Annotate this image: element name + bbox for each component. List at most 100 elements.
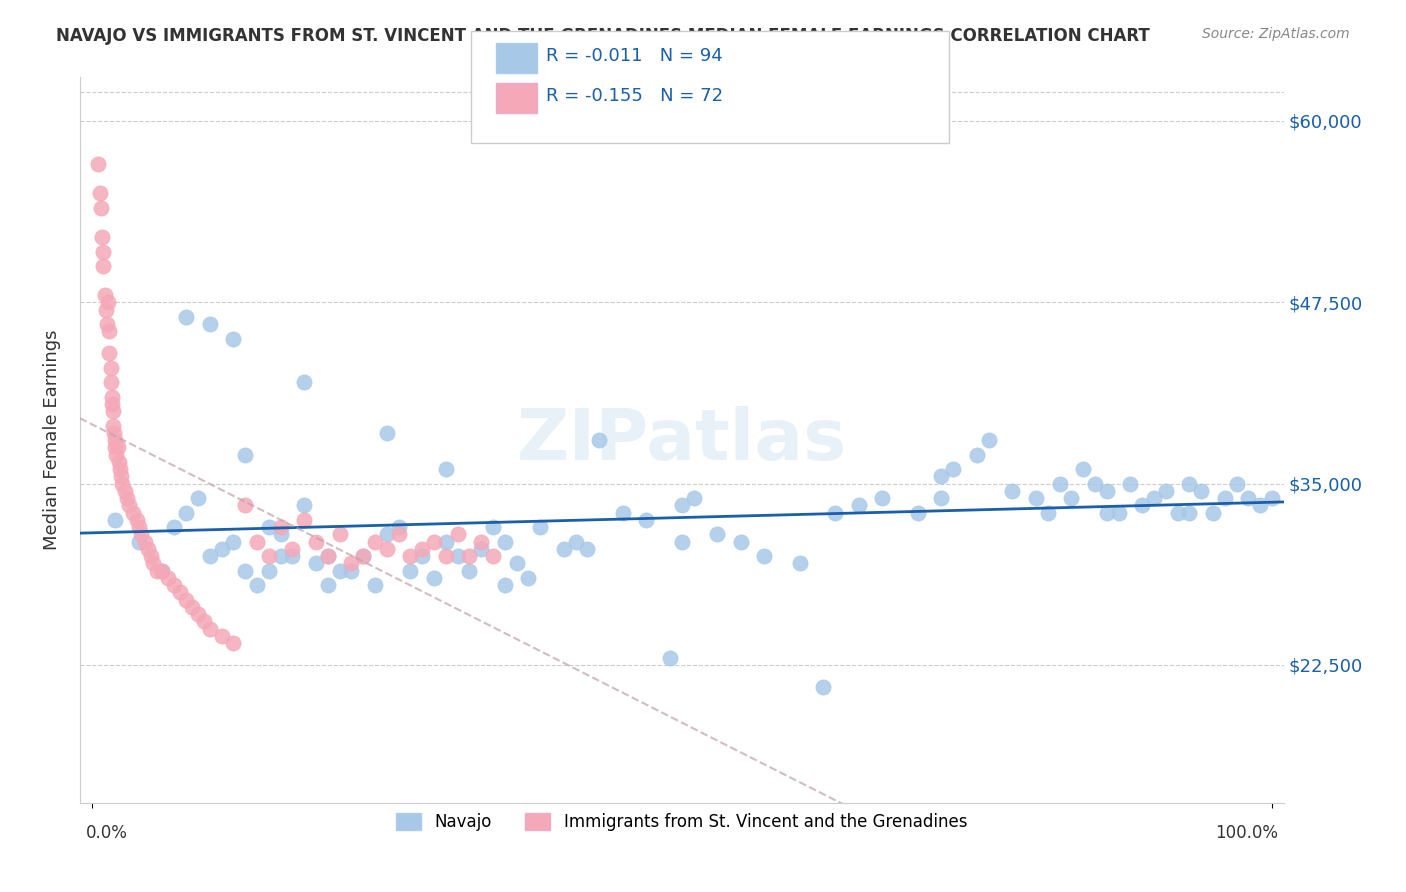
Point xyxy=(246,534,269,549)
Point xyxy=(364,534,387,549)
Point xyxy=(517,571,540,585)
Point xyxy=(1130,499,1153,513)
Point xyxy=(352,549,374,563)
Point xyxy=(93,288,115,302)
Point xyxy=(169,585,191,599)
Point xyxy=(101,404,124,418)
Point xyxy=(730,534,752,549)
Point xyxy=(193,615,215,629)
Point xyxy=(152,564,174,578)
Point xyxy=(305,534,328,549)
Point xyxy=(1261,491,1284,505)
Point xyxy=(108,462,131,476)
Point xyxy=(340,564,363,578)
Point xyxy=(1049,476,1071,491)
Point xyxy=(375,541,398,556)
Point xyxy=(848,499,870,513)
Point xyxy=(128,534,150,549)
Point xyxy=(96,317,118,331)
Point xyxy=(328,527,350,541)
Point xyxy=(105,448,128,462)
Point xyxy=(134,534,156,549)
Point xyxy=(103,425,125,440)
Point xyxy=(211,629,233,643)
Point xyxy=(470,534,492,549)
Point xyxy=(246,578,269,592)
Point xyxy=(89,186,111,201)
Point xyxy=(423,571,446,585)
Point xyxy=(754,549,776,563)
Point xyxy=(110,469,132,483)
Point xyxy=(1036,506,1059,520)
Point xyxy=(1095,506,1118,520)
Point xyxy=(187,491,209,505)
Point xyxy=(1154,483,1177,498)
Legend: Navajo, Immigrants from St. Vincent and the Grenadines: Navajo, Immigrants from St. Vincent and … xyxy=(389,806,974,838)
Point xyxy=(211,541,233,556)
Point xyxy=(340,557,363,571)
Point xyxy=(470,541,492,556)
Point xyxy=(152,564,174,578)
Point xyxy=(977,433,1000,447)
Point xyxy=(163,520,186,534)
Point xyxy=(564,534,586,549)
Point xyxy=(98,346,121,360)
Point xyxy=(966,448,988,462)
Point xyxy=(163,578,186,592)
Text: 100.0%: 100.0% xyxy=(1215,824,1278,842)
Point xyxy=(107,440,129,454)
Point xyxy=(90,201,112,215)
Point xyxy=(1189,483,1212,498)
Point xyxy=(1095,483,1118,498)
Point xyxy=(1237,491,1260,505)
Point xyxy=(423,534,446,549)
Point xyxy=(529,520,551,534)
Point xyxy=(1249,499,1271,513)
Point xyxy=(482,520,505,534)
Point xyxy=(233,564,256,578)
Point xyxy=(292,375,315,389)
Point xyxy=(174,592,197,607)
Point xyxy=(824,506,846,520)
Point xyxy=(434,549,457,563)
Point xyxy=(706,527,728,541)
Point xyxy=(375,527,398,541)
Point xyxy=(139,549,162,563)
Point xyxy=(118,499,141,513)
Point xyxy=(98,324,121,338)
Point xyxy=(157,571,180,585)
Point xyxy=(136,541,159,556)
Point xyxy=(281,549,304,563)
Point xyxy=(316,549,339,563)
Point xyxy=(387,520,409,534)
Point xyxy=(111,476,134,491)
Point xyxy=(305,557,328,571)
Point xyxy=(257,564,280,578)
Text: R = -0.155   N = 72: R = -0.155 N = 72 xyxy=(546,87,723,105)
Point xyxy=(411,549,433,563)
Point xyxy=(104,513,127,527)
Text: NAVAJO VS IMMIGRANTS FROM ST. VINCENT AND THE GRENADINES MEDIAN FEMALE EARNINGS : NAVAJO VS IMMIGRANTS FROM ST. VINCENT AN… xyxy=(56,27,1150,45)
Point xyxy=(482,549,505,563)
Point xyxy=(115,491,138,505)
Point xyxy=(458,549,481,563)
Point xyxy=(364,578,387,592)
Text: 0.0%: 0.0% xyxy=(86,824,128,842)
Point xyxy=(86,157,108,171)
Point xyxy=(907,506,929,520)
Point xyxy=(101,418,124,433)
Point xyxy=(1213,491,1236,505)
Point xyxy=(292,513,315,527)
Point xyxy=(1071,462,1094,476)
Point xyxy=(659,650,682,665)
Point xyxy=(352,549,374,563)
Point xyxy=(198,622,221,636)
Point xyxy=(872,491,894,505)
Point xyxy=(104,433,127,447)
Point xyxy=(1060,491,1083,505)
Point xyxy=(281,541,304,556)
Point xyxy=(1108,506,1130,520)
Point xyxy=(434,462,457,476)
Point xyxy=(612,506,634,520)
Point xyxy=(1178,506,1201,520)
